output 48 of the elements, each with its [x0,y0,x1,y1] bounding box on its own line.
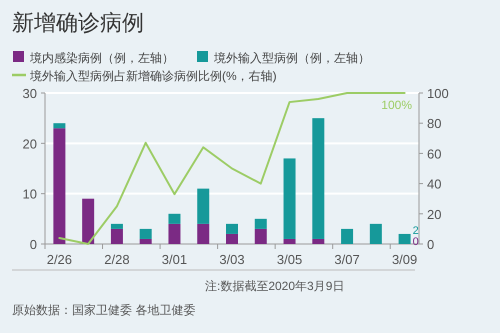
annotation: 100% [381,98,412,112]
bar [53,128,66,244]
bar [110,228,123,244]
bar [197,188,210,224]
bar [312,118,324,239]
y2-tick-label: 80 [427,116,442,132]
bar [110,224,123,229]
bar [284,158,296,239]
y2-tick-label: 60 [427,146,442,162]
bar [284,238,296,244]
x-tick-label: 3/07 [334,252,360,267]
bar [312,238,324,244]
x-tick-label: 3/09 [392,252,418,267]
data-label: 2 [412,224,419,237]
legend-label: 境内感染病例（例，左轴） [29,51,174,65]
x-tick-label: 2/28 [104,252,130,267]
y2-tick-label: 0 [427,237,434,252]
y-tick-label: 20 [22,136,37,152]
bar [226,234,238,244]
y-tick-label: 0 [30,237,37,252]
x-tick-label: 3/05 [276,252,302,267]
bar [254,228,267,244]
x-tick-label: 3/01 [162,252,188,267]
y-tick-label: 30 [22,86,37,101]
legend-label: 境外输入型病例占新增确诊病例比例(%，右轴) [29,69,277,83]
bar [197,224,210,244]
x-tick-label: 2/26 [46,252,72,267]
bar [140,228,152,239]
y2-tick-label: 40 [427,176,442,192]
bar [82,198,94,244]
bar [168,214,180,224]
bar [341,228,354,244]
chart-title: 新增确诊病例 [12,10,144,35]
bar [398,234,411,244]
x-tick-label: 3/03 [219,252,245,267]
y2-tick-label: 20 [427,206,442,222]
y2-tick-label: 100 [427,86,449,101]
bar [254,218,267,229]
legend-label: 境外输入型病例（例，左轴） [213,51,370,65]
text: 原始数据：国家卫健委 各地卫健委 [12,303,196,317]
bar [370,224,382,244]
bar [140,238,152,244]
text: 注:数据截至2020年3月9日 [205,279,344,293]
y-tick-label: 10 [22,186,37,202]
bar [226,224,238,234]
bar [168,224,180,244]
annotation: 0 [412,236,419,248]
bar [53,123,66,128]
